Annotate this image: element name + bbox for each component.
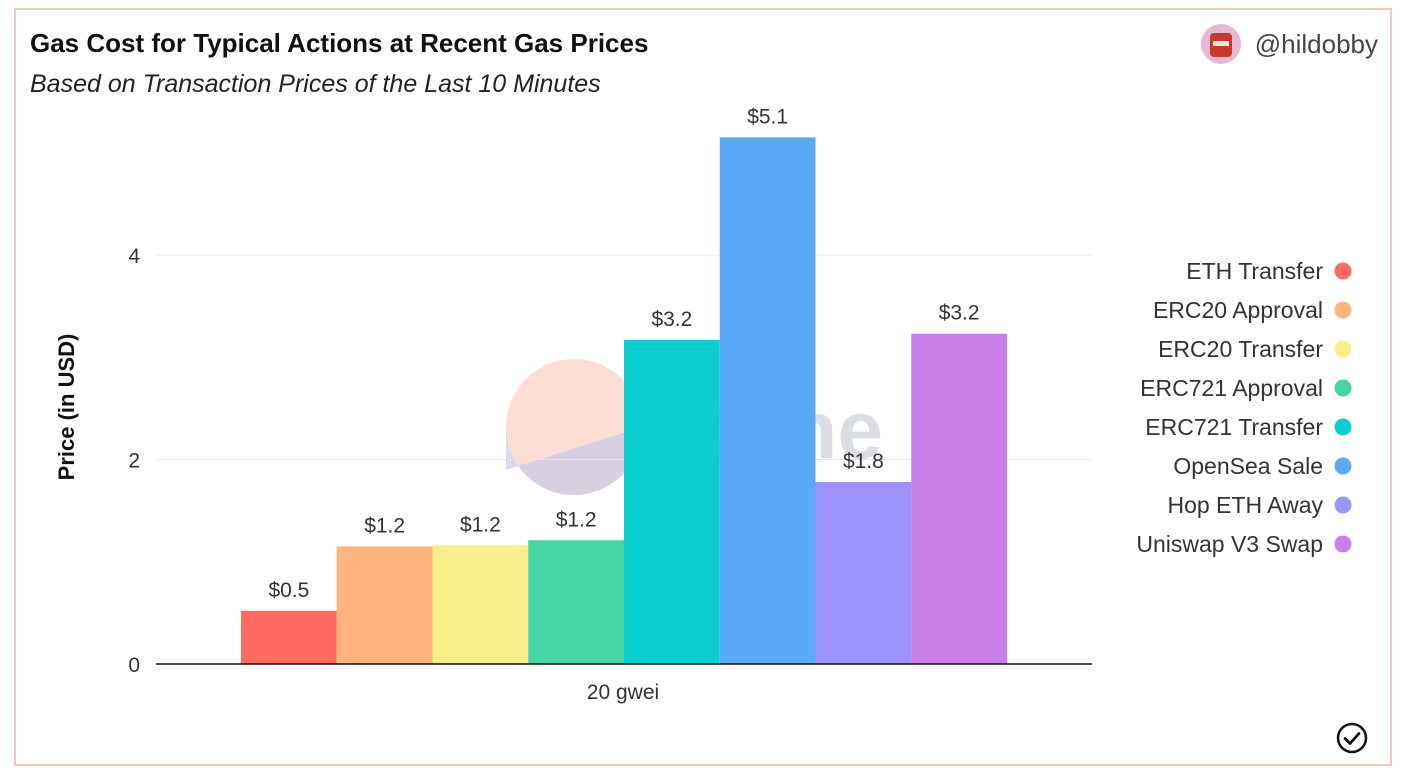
bars: $0.5 $1.2 $1.2 $1.2 $3.2 $5.1 $1.8 $3.2: [241, 105, 1007, 665]
bar-erc721-transfer[interactable]: [624, 339, 720, 664]
bar-value-label: $1.2: [460, 513, 501, 536]
axes: 0 2 4 Price (in USD) 20 gwei: [54, 245, 1092, 704]
legend-swatch: [1334, 340, 1352, 358]
legend-label: ERC20 Approval: [1153, 297, 1323, 323]
legend-swatch: [1334, 457, 1352, 475]
legend-swatch: [1334, 418, 1352, 436]
bar-opensea-sale[interactable]: [719, 137, 816, 665]
y-tick-label: 2: [128, 449, 140, 472]
bar-value-label: $3.2: [651, 308, 692, 331]
bar-value-label: $5.1: [747, 105, 788, 128]
legend-item[interactable]: ERC20 Approval: [1153, 297, 1352, 323]
y-tick-label: 4: [128, 245, 140, 268]
bar-value-label: $1.8: [843, 450, 884, 473]
bar-value-label: $3.2: [939, 302, 980, 325]
avatar[interactable]: [1200, 24, 1241, 64]
bar-eth-transfer[interactable]: [241, 610, 337, 664]
check-circle-icon[interactable]: [1336, 722, 1368, 754]
legend-label: Hop ETH Away: [1167, 492, 1323, 518]
chart-subtitle: Based on Transaction Prices of the Last …: [30, 70, 601, 98]
legend-swatch: [1334, 379, 1352, 397]
legend-item[interactable]: ERC20 Transfer: [1158, 336, 1352, 362]
legend-item[interactable]: OpenSea Sale: [1173, 453, 1352, 479]
bar-erc20-approval[interactable]: [336, 546, 433, 664]
bar-hop-eth-away[interactable]: [815, 481, 912, 664]
chart-title: Gas Cost for Typical Actions at Recent G…: [30, 28, 649, 58]
legend-label: ERC721 Transfer: [1145, 414, 1323, 440]
y-tick-label: 0: [128, 654, 140, 677]
legend-item[interactable]: Hop ETH Away: [1167, 492, 1352, 518]
bar-uniswap-v3-swap[interactable]: [911, 333, 1007, 664]
legend-label: ETH Transfer: [1186, 258, 1323, 284]
legend-label: ERC721 Approval: [1140, 375, 1323, 401]
legend-label: OpenSea Sale: [1173, 453, 1323, 479]
avatar-eyes: [1212, 41, 1229, 46]
y-axis-label: Price (in USD): [54, 334, 79, 481]
bar-value-label: $1.2: [556, 508, 597, 531]
author-handle[interactable]: @hildobby: [1254, 28, 1378, 59]
legend-swatch: [1334, 262, 1352, 280]
bar-value-label: $0.5: [268, 579, 309, 602]
legend-item[interactable]: ERC721 Transfer: [1145, 414, 1352, 440]
legend: ETH Transfer ERC20 Approval ERC20 Transfer…: [1136, 258, 1352, 557]
legend-item[interactable]: ERC721 Approval: [1140, 375, 1352, 401]
legend-swatch: [1334, 535, 1352, 553]
dune-logo-shade: [506, 427, 642, 495]
legend-label: Uniswap V3 Swap: [1136, 531, 1323, 557]
legend-label: ERC20 Transfer: [1158, 336, 1323, 362]
legend-item[interactable]: Uniswap V3 Swap: [1136, 531, 1352, 557]
bar-value-label: $1.2: [364, 514, 405, 537]
x-tick-label: 20 gwei: [587, 681, 659, 704]
legend-swatch: [1334, 496, 1352, 514]
author-badge[interactable]: @hildobby: [1200, 24, 1378, 64]
bar-erc721-approval[interactable]: [528, 540, 624, 664]
bar-erc20-transfer[interactable]: [432, 545, 529, 664]
legend-item[interactable]: ETH Transfer: [1186, 258, 1352, 284]
legend-swatch: [1334, 301, 1352, 319]
